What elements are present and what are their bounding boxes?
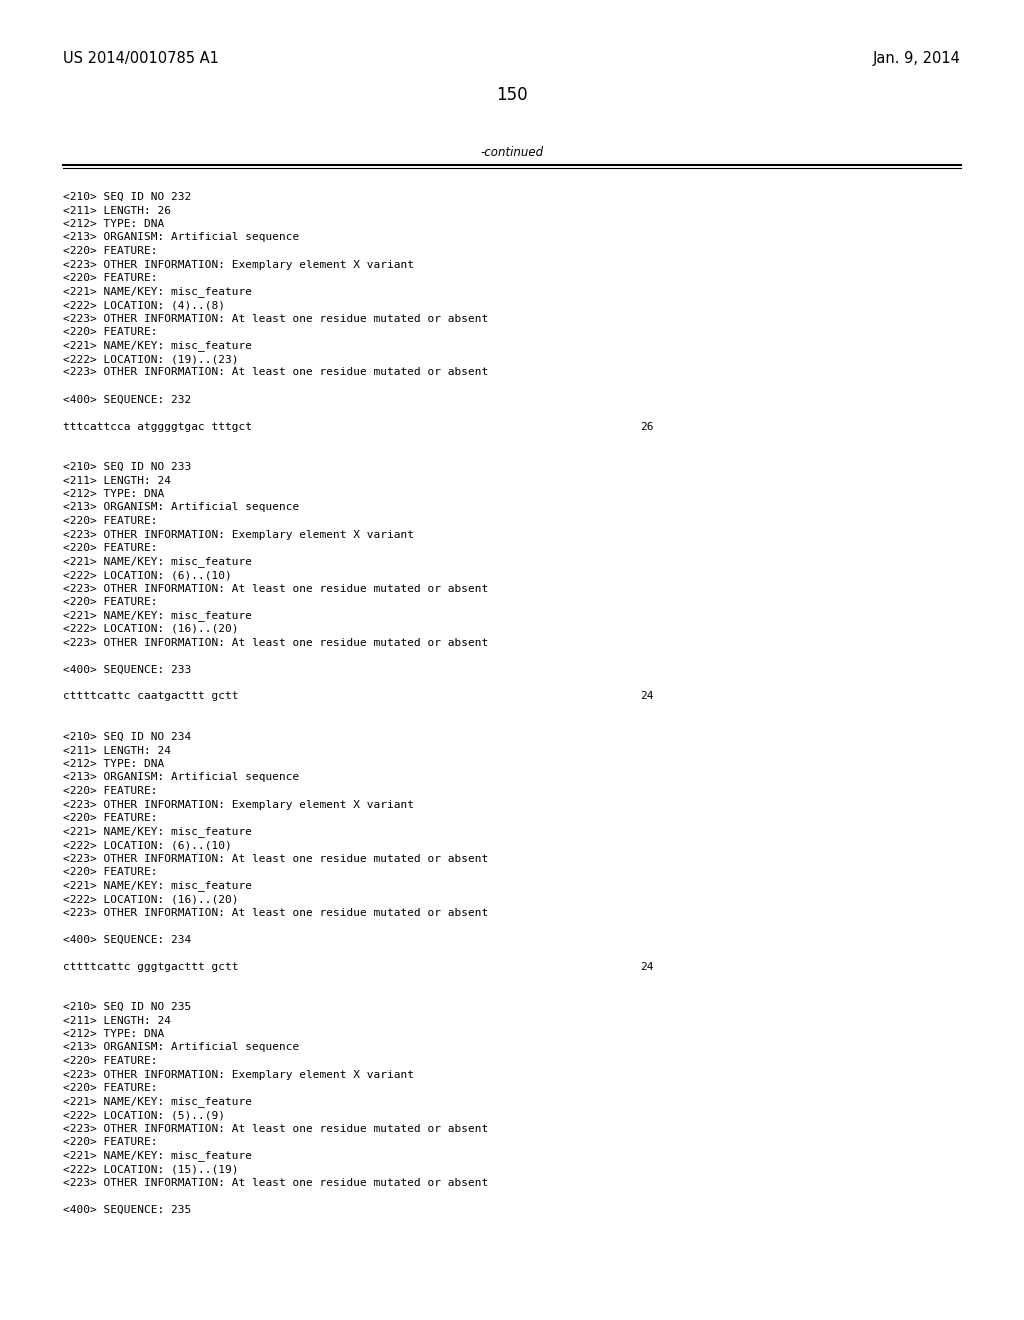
Text: 24: 24 [640, 961, 653, 972]
Text: <222> LOCATION: (16)..(20): <222> LOCATION: (16)..(20) [63, 894, 239, 904]
Text: <223> OTHER INFORMATION: At least one residue mutated or absent: <223> OTHER INFORMATION: At least one re… [63, 908, 488, 917]
Text: cttttcattc gggtgacttt gctt: cttttcattc gggtgacttt gctt [63, 961, 239, 972]
Text: <223> OTHER INFORMATION: Exemplary element X variant: <223> OTHER INFORMATION: Exemplary eleme… [63, 529, 415, 540]
Text: <220> FEATURE:: <220> FEATURE: [63, 246, 158, 256]
Text: <221> NAME/KEY: misc_feature: <221> NAME/KEY: misc_feature [63, 826, 253, 837]
Text: <220> FEATURE:: <220> FEATURE: [63, 1056, 158, 1067]
Text: <400> SEQUENCE: 232: <400> SEQUENCE: 232 [63, 395, 191, 404]
Text: 26: 26 [640, 421, 653, 432]
Text: <213> ORGANISM: Artificial sequence: <213> ORGANISM: Artificial sequence [63, 772, 300, 783]
Text: 150: 150 [497, 86, 527, 104]
Text: <220> FEATURE:: <220> FEATURE: [63, 516, 158, 525]
Text: <212> TYPE: DNA: <212> TYPE: DNA [63, 219, 165, 228]
Text: <213> ORGANISM: Artificial sequence: <213> ORGANISM: Artificial sequence [63, 1043, 300, 1052]
Text: <223> OTHER INFORMATION: At least one residue mutated or absent: <223> OTHER INFORMATION: At least one re… [63, 367, 488, 378]
Text: <221> NAME/KEY: misc_feature: <221> NAME/KEY: misc_feature [63, 1151, 253, 1162]
Text: <223> OTHER INFORMATION: Exemplary element X variant: <223> OTHER INFORMATION: Exemplary eleme… [63, 800, 415, 809]
Text: <213> ORGANISM: Artificial sequence: <213> ORGANISM: Artificial sequence [63, 503, 300, 512]
Text: <210> SEQ ID NO 232: <210> SEQ ID NO 232 [63, 191, 191, 202]
Text: <223> OTHER INFORMATION: Exemplary element X variant: <223> OTHER INFORMATION: Exemplary eleme… [63, 260, 415, 269]
Text: <220> FEATURE:: <220> FEATURE: [63, 813, 158, 822]
Text: <223> OTHER INFORMATION: At least one residue mutated or absent: <223> OTHER INFORMATION: At least one re… [63, 583, 488, 594]
Text: <221> NAME/KEY: misc_feature: <221> NAME/KEY: misc_feature [63, 557, 253, 568]
Text: <210> SEQ ID NO 235: <210> SEQ ID NO 235 [63, 1002, 191, 1012]
Text: -continued: -continued [480, 145, 544, 158]
Text: <211> LENGTH: 24: <211> LENGTH: 24 [63, 475, 171, 486]
Text: <220> FEATURE:: <220> FEATURE: [63, 1137, 158, 1147]
Text: <212> TYPE: DNA: <212> TYPE: DNA [63, 1030, 165, 1039]
Text: Jan. 9, 2014: Jan. 9, 2014 [872, 50, 961, 66]
Text: <400> SEQUENCE: 233: <400> SEQUENCE: 233 [63, 664, 191, 675]
Text: <220> FEATURE:: <220> FEATURE: [63, 597, 158, 607]
Text: <220> FEATURE:: <220> FEATURE: [63, 1082, 158, 1093]
Text: <222> LOCATION: (16)..(20): <222> LOCATION: (16)..(20) [63, 624, 239, 634]
Text: <221> NAME/KEY: misc_feature: <221> NAME/KEY: misc_feature [63, 880, 253, 891]
Text: <213> ORGANISM: Artificial sequence: <213> ORGANISM: Artificial sequence [63, 232, 300, 243]
Text: <211> LENGTH: 24: <211> LENGTH: 24 [63, 746, 171, 755]
Text: <222> LOCATION: (4)..(8): <222> LOCATION: (4)..(8) [63, 300, 225, 310]
Text: <222> LOCATION: (5)..(9): <222> LOCATION: (5)..(9) [63, 1110, 225, 1119]
Text: US 2014/0010785 A1: US 2014/0010785 A1 [63, 50, 219, 66]
Text: <210> SEQ ID NO 234: <210> SEQ ID NO 234 [63, 733, 191, 742]
Text: <400> SEQUENCE: 235: <400> SEQUENCE: 235 [63, 1204, 191, 1214]
Text: <221> NAME/KEY: misc_feature: <221> NAME/KEY: misc_feature [63, 610, 253, 622]
Text: <223> OTHER INFORMATION: At least one residue mutated or absent: <223> OTHER INFORMATION: At least one re… [63, 854, 488, 863]
Text: <223> OTHER INFORMATION: At least one residue mutated or absent: <223> OTHER INFORMATION: At least one re… [63, 1123, 488, 1134]
Text: <222> LOCATION: (19)..(23): <222> LOCATION: (19)..(23) [63, 354, 239, 364]
Text: <223> OTHER INFORMATION: At least one residue mutated or absent: <223> OTHER INFORMATION: At least one re… [63, 314, 488, 323]
Text: <222> LOCATION: (6)..(10): <222> LOCATION: (6)..(10) [63, 840, 232, 850]
Text: <221> NAME/KEY: misc_feature: <221> NAME/KEY: misc_feature [63, 341, 253, 351]
Text: <222> LOCATION: (6)..(10): <222> LOCATION: (6)..(10) [63, 570, 232, 579]
Text: <210> SEQ ID NO 233: <210> SEQ ID NO 233 [63, 462, 191, 473]
Text: <220> FEATURE:: <220> FEATURE: [63, 785, 158, 796]
Text: <212> TYPE: DNA: <212> TYPE: DNA [63, 759, 165, 770]
Text: <221> NAME/KEY: misc_feature: <221> NAME/KEY: misc_feature [63, 1097, 253, 1107]
Text: <223> OTHER INFORMATION: Exemplary element X variant: <223> OTHER INFORMATION: Exemplary eleme… [63, 1069, 415, 1080]
Text: tttcattcca atggggtgac tttgct: tttcattcca atggggtgac tttgct [63, 421, 253, 432]
Text: <220> FEATURE:: <220> FEATURE: [63, 867, 158, 876]
Text: <211> LENGTH: 24: <211> LENGTH: 24 [63, 1015, 171, 1026]
Text: <222> LOCATION: (15)..(19): <222> LOCATION: (15)..(19) [63, 1164, 239, 1173]
Text: cttttcattc caatgacttt gctt: cttttcattc caatgacttt gctt [63, 692, 239, 701]
Text: <223> OTHER INFORMATION: At least one residue mutated or absent: <223> OTHER INFORMATION: At least one re… [63, 638, 488, 648]
Text: <211> LENGTH: 26: <211> LENGTH: 26 [63, 206, 171, 215]
Text: 24: 24 [640, 692, 653, 701]
Text: <221> NAME/KEY: misc_feature: <221> NAME/KEY: misc_feature [63, 286, 253, 297]
Text: <220> FEATURE:: <220> FEATURE: [63, 543, 158, 553]
Text: <400> SEQUENCE: 234: <400> SEQUENCE: 234 [63, 935, 191, 945]
Text: <220> FEATURE:: <220> FEATURE: [63, 273, 158, 282]
Text: <220> FEATURE:: <220> FEATURE: [63, 327, 158, 337]
Text: <223> OTHER INFORMATION: At least one residue mutated or absent: <223> OTHER INFORMATION: At least one re… [63, 1177, 488, 1188]
Text: <212> TYPE: DNA: <212> TYPE: DNA [63, 488, 165, 499]
